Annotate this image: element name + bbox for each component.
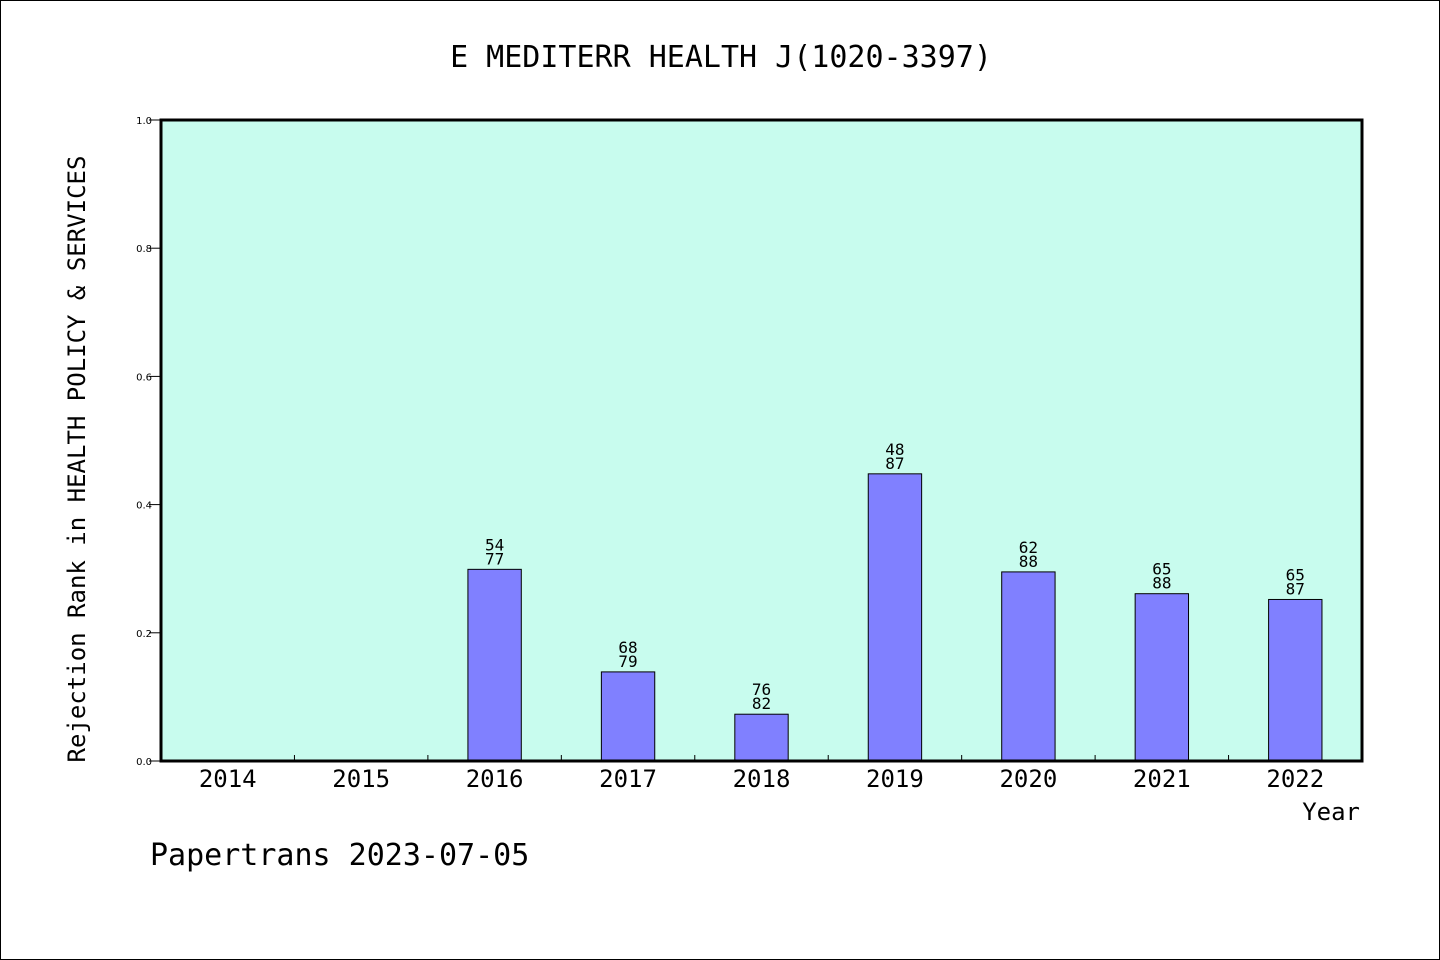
plot-border bbox=[159, 118, 1364, 763]
bar-2016 bbox=[467, 568, 522, 762]
bar-label-total: 87 bbox=[885, 454, 904, 473]
bar-label-rank: 54 bbox=[485, 535, 504, 554]
bar-label-rank: 68 bbox=[618, 638, 637, 657]
x-tick-label: 2016 bbox=[466, 765, 524, 793]
x-tick-label: 2019 bbox=[866, 765, 924, 793]
bar-label-rank: 76 bbox=[752, 680, 771, 699]
y-tick-label: 0.0 bbox=[136, 757, 152, 768]
x-tick-label: 2017 bbox=[599, 765, 657, 793]
bar-2022 bbox=[1268, 598, 1323, 762]
y-tick-label: 0.2 bbox=[136, 629, 152, 640]
bar-label-rank: 65 bbox=[1286, 565, 1305, 584]
bar-2020 bbox=[1001, 571, 1056, 762]
bars bbox=[467, 473, 1323, 762]
x-tick-label: 2014 bbox=[199, 765, 257, 793]
bar-2018 bbox=[734, 713, 789, 762]
x-tick-label: 2015 bbox=[332, 765, 390, 793]
bar-label-total: 77 bbox=[485, 549, 504, 568]
x-tick-label: 2022 bbox=[1266, 765, 1324, 793]
bar-label-total: 88 bbox=[1152, 574, 1171, 593]
bar-label-rank: 65 bbox=[1152, 560, 1171, 579]
bar-label-total: 79 bbox=[618, 652, 637, 671]
bar-2021 bbox=[1134, 593, 1190, 762]
y-tick-label: 0.4 bbox=[136, 501, 152, 512]
y-tick-label: 1.0 bbox=[136, 116, 152, 127]
footer-credit: Papertrans 2023-07-05 bbox=[150, 838, 529, 873]
bar-label-total: 88 bbox=[1019, 552, 1038, 571]
y-tick-label: 0.6 bbox=[136, 372, 152, 383]
bar-2019 bbox=[867, 473, 923, 762]
y-axis-label: Rejection Rank in HEALTH POLICY & SERVIC… bbox=[63, 156, 91, 763]
bar-label-total: 82 bbox=[752, 694, 771, 713]
bar-label-total: 87 bbox=[1286, 579, 1305, 598]
x-tick-label: 2018 bbox=[733, 765, 791, 793]
x-axis-label: Year bbox=[1302, 798, 1360, 826]
bar-label-rank: 48 bbox=[885, 440, 904, 459]
chart-title: E MEDITERR HEALTH J(1020-3397) bbox=[450, 40, 992, 75]
bar-label-rank: 62 bbox=[1019, 538, 1038, 557]
y-tick-label: 0.8 bbox=[136, 244, 152, 255]
bar-2017 bbox=[600, 671, 656, 762]
axis-ticks: 0.0 0.2 0.4 0.6 0.8 1.0 2014 2015 2016 2017 2018 20… bbox=[136, 116, 1324, 793]
x-tick-label: 2021 bbox=[1133, 765, 1191, 793]
x-tick-label: 2020 bbox=[999, 765, 1057, 793]
